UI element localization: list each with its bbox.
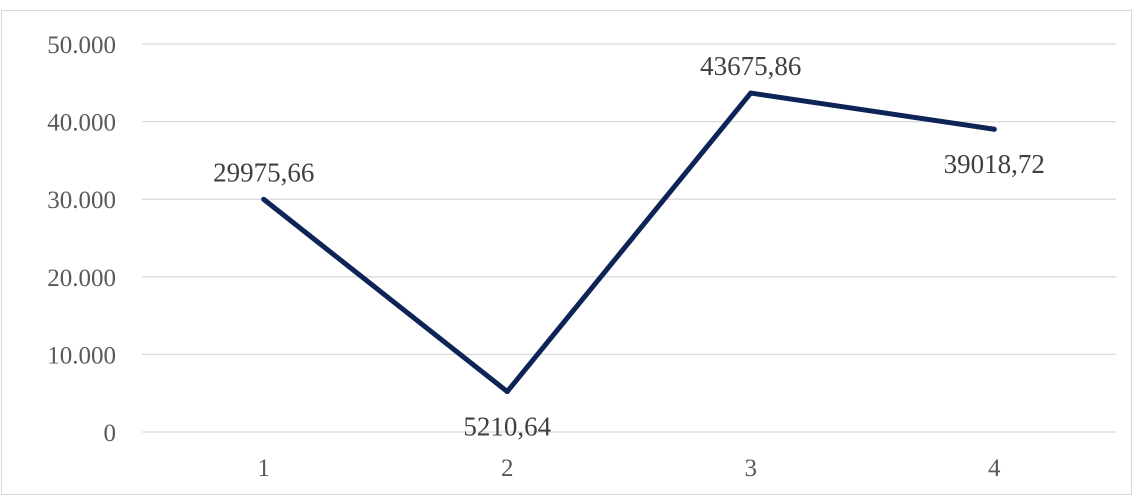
y-tick-label: 0 bbox=[104, 420, 117, 447]
gridlines bbox=[142, 43, 1116, 433]
data-labels: 29975,66 5210,64 43675,86 39018,72 bbox=[213, 51, 1045, 441]
series bbox=[261, 90, 997, 395]
data-point bbox=[991, 126, 997, 132]
x-tick-label: 1 bbox=[258, 455, 271, 482]
x-tick-label: 2 bbox=[501, 455, 514, 482]
data-label: 43675,86 bbox=[700, 51, 801, 81]
y-axis-tick-labels: 0 10.000 20.000 30.000 40.000 50.000 bbox=[47, 32, 116, 447]
y-tick-label: 50.000 bbox=[47, 32, 116, 59]
data-point bbox=[261, 196, 267, 202]
data-point bbox=[504, 389, 510, 395]
chart-frame bbox=[1, 10, 1132, 495]
y-tick-label: 40.000 bbox=[47, 110, 116, 137]
x-axis-tick-labels: 1 2 3 4 bbox=[258, 455, 1002, 482]
data-label: 29975,66 bbox=[213, 157, 314, 187]
x-tick-label: 3 bbox=[745, 455, 758, 482]
data-label: 5210,64 bbox=[463, 412, 551, 442]
y-tick-label: 10.000 bbox=[47, 342, 116, 369]
data-point bbox=[748, 90, 754, 96]
x-tick-label: 4 bbox=[988, 455, 1001, 482]
y-tick-label: 20.000 bbox=[47, 265, 116, 292]
series-line bbox=[261, 90, 997, 395]
y-tick-label: 30.000 bbox=[47, 187, 116, 214]
data-label: 39018,72 bbox=[944, 149, 1045, 179]
